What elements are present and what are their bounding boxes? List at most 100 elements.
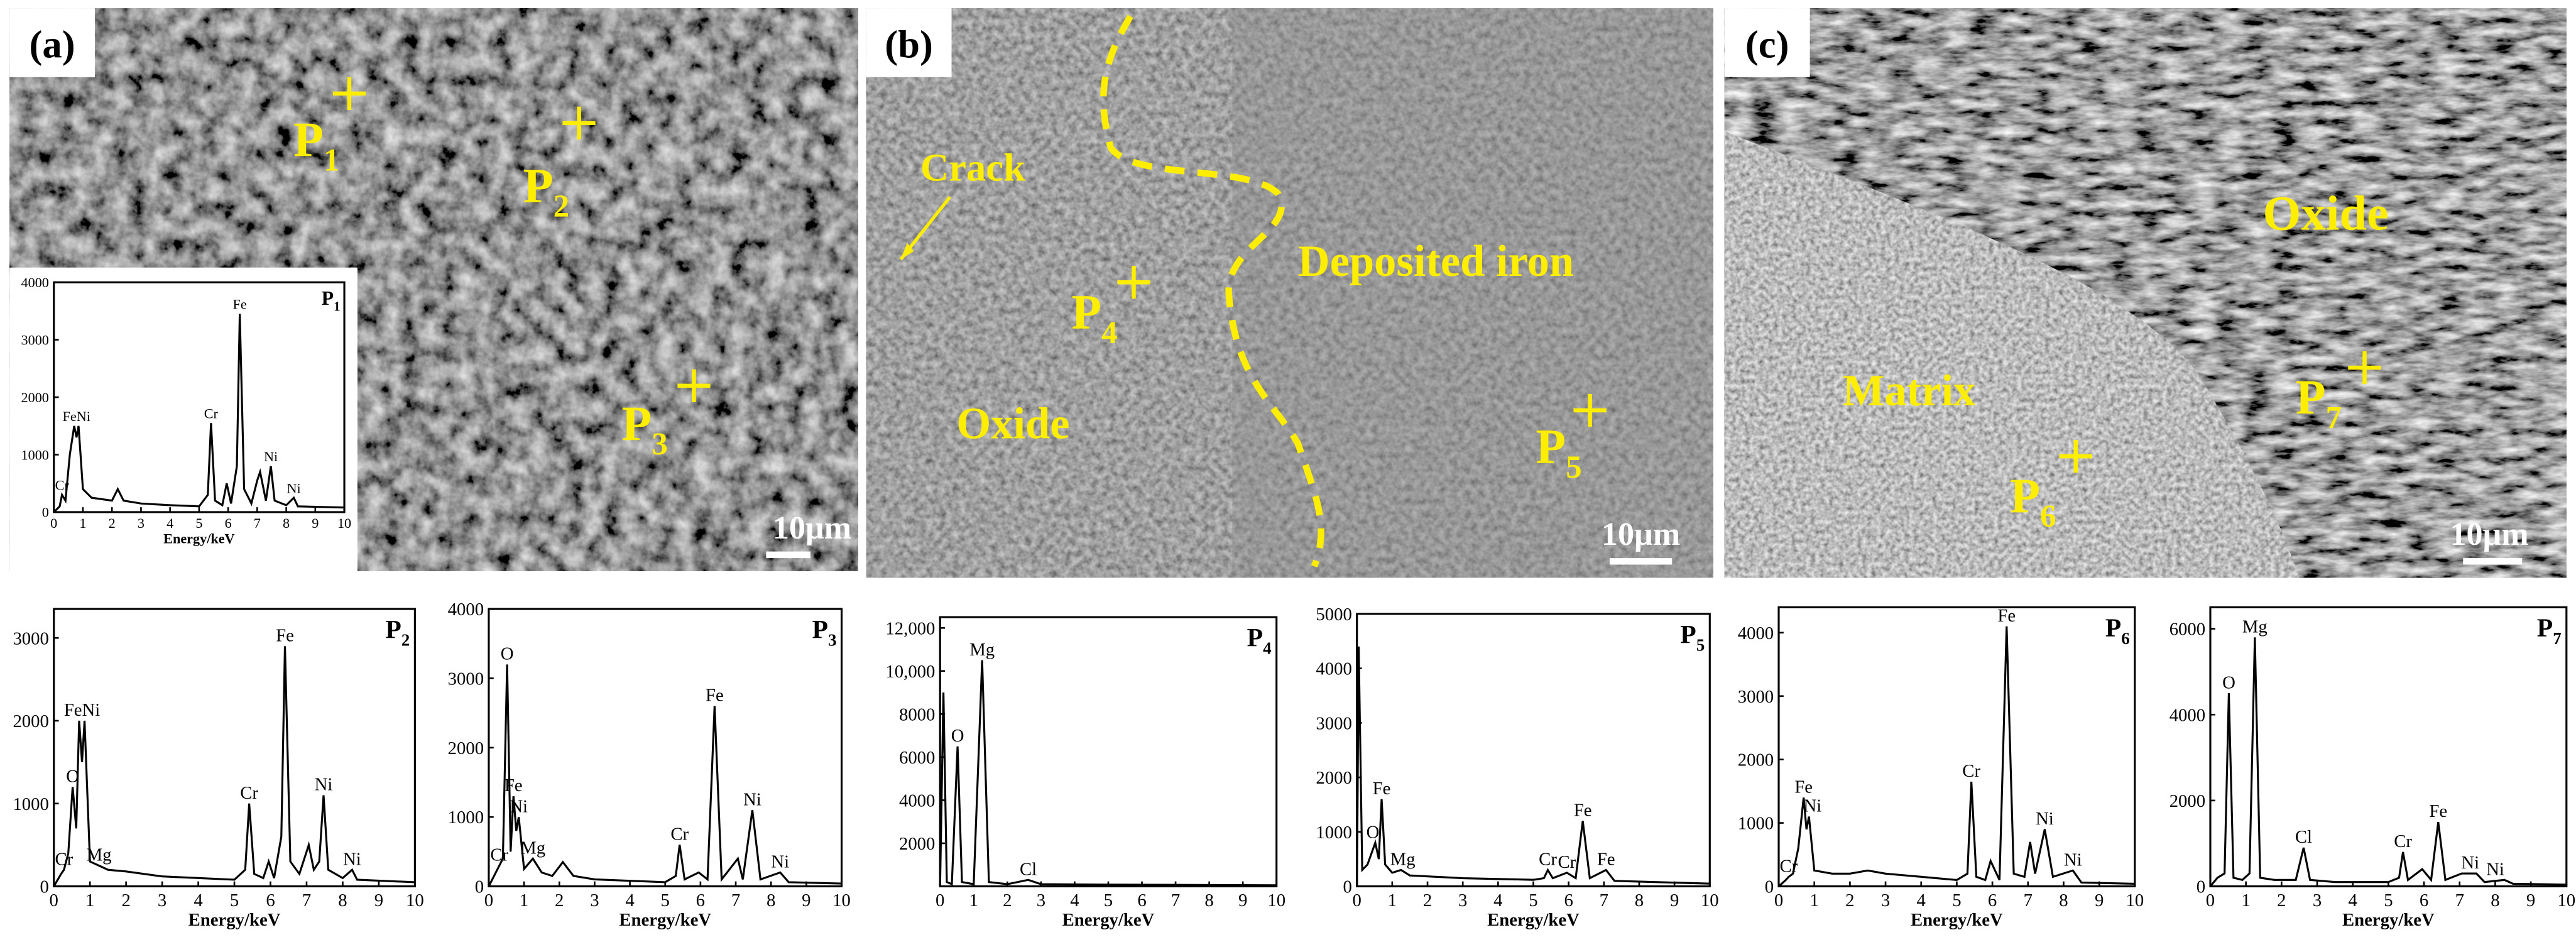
point-label-main: P xyxy=(523,158,554,212)
peak-label: Ni xyxy=(264,449,278,464)
x-tick-label: 4 xyxy=(625,890,634,911)
x-tick-label: 1 xyxy=(520,890,528,911)
y-tick-label: 2000 xyxy=(2169,791,2205,811)
point-label-sub: 6 xyxy=(2040,499,2056,534)
chart-title-sub: 6 xyxy=(2121,629,2130,648)
plot-frame xyxy=(1356,613,1711,888)
x-tick-label: 5 xyxy=(1952,890,1961,911)
point-label-main: P xyxy=(293,112,324,167)
peak-label: Cr xyxy=(55,849,73,869)
peak-label: Cr xyxy=(2394,831,2412,851)
chart-title: P1 xyxy=(321,287,340,314)
x-tick-label: 0 xyxy=(50,515,57,531)
x-tick-label: 8 xyxy=(1204,890,1213,911)
peak-label: Ni xyxy=(343,849,361,869)
point-label-main: P xyxy=(2296,369,2326,424)
y-tick-label: 3000 xyxy=(21,332,49,347)
x-tick-label: 3 xyxy=(1881,890,1890,911)
x-axis-label: Energy/keV xyxy=(2342,910,2435,930)
peak-label: Fe xyxy=(233,297,247,312)
point-label-sub: 1 xyxy=(324,143,339,178)
peak-label: Cr xyxy=(1962,761,1980,781)
peak-label: O xyxy=(2222,672,2235,692)
x-tick-label: 0 xyxy=(936,890,944,911)
panel-label: (b) xyxy=(885,22,933,66)
x-axis-label: Energy/keV xyxy=(1062,910,1155,930)
peak-label: Mg xyxy=(2242,616,2268,637)
y-tick-label: 2000 xyxy=(1316,768,1351,788)
x-tick-label: 3 xyxy=(590,890,599,911)
y-tick-label: 2000 xyxy=(1738,750,1774,770)
peak-label: Cr xyxy=(1780,856,1798,877)
chart-title-sub: 1 xyxy=(334,298,340,314)
region-label: Crack xyxy=(920,145,1025,189)
spectrum-line xyxy=(1777,626,2135,887)
x-tick-label: 6 xyxy=(225,515,232,531)
x-tick-label: 2 xyxy=(121,890,130,911)
y-tick-label: 1000 xyxy=(13,794,48,814)
peak-label: FeNi xyxy=(64,700,100,720)
x-tick-label: 8 xyxy=(338,890,347,911)
y-tick-label: 2000 xyxy=(448,738,484,758)
x-tick-label: 0 xyxy=(1353,890,1362,911)
y-tick-label: 0 xyxy=(2197,877,2205,897)
point-label-sub: 4 xyxy=(1101,315,1117,351)
peak-label: Fe xyxy=(706,686,724,706)
x-tick-label: 5 xyxy=(2384,890,2393,911)
y-tick-label: 0 xyxy=(1765,877,1774,897)
chart-title: P4 xyxy=(1247,623,1272,657)
x-tick-label: 0 xyxy=(1774,890,1783,911)
x-tick-label: 2 xyxy=(109,515,116,531)
peak-label: Fe xyxy=(1597,850,1615,870)
x-tick-label: 5 xyxy=(661,890,670,911)
x-tick-label: 2 xyxy=(1845,890,1854,911)
spectrum-line xyxy=(939,660,1277,887)
point-label: P2 xyxy=(523,158,569,224)
peak-label: Cr xyxy=(1539,850,1557,870)
x-tick-label: 6 xyxy=(1564,890,1573,911)
x-tick-label: 7 xyxy=(1600,890,1608,911)
peak-label: Cr xyxy=(490,845,508,865)
point-label-sub: 2 xyxy=(554,189,569,224)
scale-bar-label: 10μm xyxy=(2450,516,2528,552)
sem-image xyxy=(866,8,1713,578)
peak-label: Ni xyxy=(2036,809,2054,829)
peak-label: Ni xyxy=(743,789,761,809)
chart-title-sub: 7 xyxy=(2553,629,2562,648)
peak-label: Ni xyxy=(2461,853,2479,873)
y-tick-label: 4000 xyxy=(21,275,49,290)
chart-title-main: P xyxy=(2105,613,2121,642)
x-axis-label: Energy/keV xyxy=(188,910,281,930)
peak-label: Fe xyxy=(505,775,523,796)
peak-label: FeNi xyxy=(63,408,90,424)
x-tick-label: 1 xyxy=(79,515,86,531)
chart-title-sub: 3 xyxy=(828,631,837,650)
point-label-sub: 3 xyxy=(652,427,667,462)
inset-background xyxy=(9,267,357,571)
point-label: P1 xyxy=(293,112,339,178)
x-tick-label: 4 xyxy=(2349,890,2357,911)
x-tick-label: 7 xyxy=(2024,890,2033,911)
x-tick-label: 1 xyxy=(1388,890,1397,911)
point-cross xyxy=(562,106,596,140)
peak-label: O xyxy=(951,726,964,746)
point-label: P6 xyxy=(2010,468,2056,535)
x-tick-label: 10 xyxy=(832,890,851,911)
chart-title-main: P xyxy=(812,615,828,644)
y-tick-label: 0 xyxy=(475,877,484,897)
peak-label: Fe xyxy=(1997,606,2016,626)
x-axis-label: Energy/keV xyxy=(619,910,711,930)
y-tick-label: 1000 xyxy=(1738,814,1774,834)
point-label: P7 xyxy=(2296,369,2342,436)
y-tick-label: 2000 xyxy=(899,834,935,854)
x-tick-label: 3 xyxy=(1458,890,1467,911)
x-tick-label: 7 xyxy=(731,890,740,911)
peak-label: Ni xyxy=(315,775,333,795)
x-tick-label: 4 xyxy=(1070,890,1079,911)
point-label-sub: 7 xyxy=(2326,401,2342,436)
y-tick-label: 3000 xyxy=(13,628,48,648)
plot-frame xyxy=(1777,606,2136,888)
y-tick-label: 1000 xyxy=(448,807,484,828)
x-axis-label: Energy/keV xyxy=(1911,910,2003,930)
